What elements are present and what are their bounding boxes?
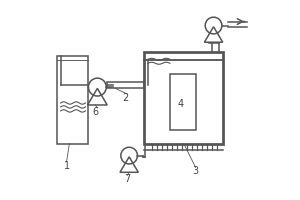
- Text: 6: 6: [92, 107, 98, 117]
- Text: 3: 3: [193, 166, 199, 176]
- Text: 2: 2: [122, 93, 128, 103]
- Bar: [107, 82, 144, 88]
- Bar: [170, 74, 196, 130]
- Text: 1: 1: [64, 161, 70, 171]
- Bar: [144, 52, 224, 144]
- Text: 7: 7: [124, 174, 130, 184]
- Text: 4: 4: [178, 99, 184, 109]
- Bar: [57, 56, 88, 144]
